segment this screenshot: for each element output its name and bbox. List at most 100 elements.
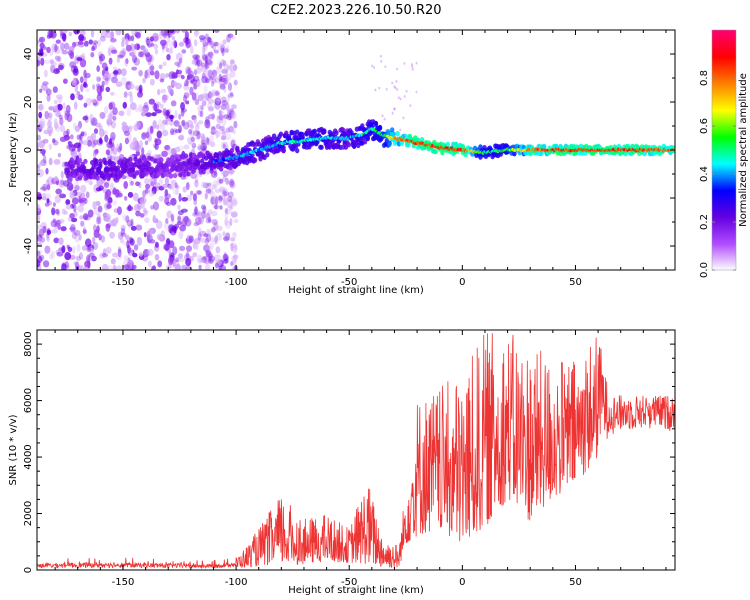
colorbar-step	[712, 175, 736, 177]
noise-speck	[51, 228, 58, 234]
noise-speck	[215, 130, 219, 139]
colorbar-step	[712, 45, 736, 47]
noise-speck	[211, 184, 217, 190]
noise-speck	[204, 169, 211, 175]
noise-speck	[169, 30, 175, 34]
noise-speck	[188, 235, 194, 243]
faint-speck	[415, 61, 418, 65]
noise-speck	[179, 245, 186, 252]
y-tick-label: 20	[23, 96, 34, 109]
colorbar-step	[712, 103, 736, 105]
noise-speck	[208, 242, 214, 250]
y-tick-label: 40	[23, 48, 34, 61]
colorbar-step	[712, 167, 736, 169]
noise-speck	[154, 143, 159, 150]
noise-speck	[154, 70, 160, 80]
colorbar-step	[712, 34, 736, 36]
noise-speck	[227, 195, 233, 203]
noise-speck	[207, 102, 213, 110]
ridge-cell	[271, 133, 277, 139]
noise-speck	[111, 120, 116, 129]
noise-speck	[207, 69, 213, 79]
noise-speck	[69, 134, 74, 140]
colorbar-step	[712, 238, 736, 240]
noise-speck	[232, 64, 238, 71]
colorbar-step	[712, 244, 736, 246]
noise-speck	[145, 112, 152, 117]
noise-speck	[188, 128, 193, 135]
noise-speck	[58, 218, 65, 224]
noise-speck	[213, 222, 219, 231]
noise-speck	[172, 70, 176, 77]
noise-speck	[69, 213, 75, 219]
noise-speck	[84, 238, 92, 248]
colorbar-step	[712, 125, 736, 127]
noise-speck	[201, 50, 206, 59]
noise-speck	[112, 70, 119, 75]
noise-speck	[177, 60, 182, 68]
noise-speck	[75, 255, 81, 262]
snr-marks	[37, 333, 675, 570]
noise-speck	[211, 126, 216, 131]
noise-speck	[199, 133, 206, 139]
noise-speck	[78, 234, 82, 241]
noise-speck	[95, 200, 101, 207]
noise-speck	[133, 57, 140, 66]
noise-speck	[201, 100, 207, 107]
noise-speck	[92, 43, 97, 50]
noise-speck	[65, 203, 73, 210]
noise-speck	[90, 30, 95, 38]
noise-speck	[204, 64, 209, 70]
noise-speck	[78, 252, 84, 260]
noise-speck	[172, 246, 178, 256]
colorbar-step	[712, 75, 736, 77]
noise-speck	[37, 118, 40, 124]
noise-speck	[192, 252, 198, 258]
noise-speck	[137, 91, 143, 98]
colorbar-step	[712, 204, 736, 206]
noise-speck	[80, 220, 85, 227]
noise-speck	[164, 244, 169, 252]
noise-speck	[194, 39, 198, 47]
colorbar-step	[712, 235, 736, 237]
noise-speck	[206, 233, 212, 243]
noise-speck	[170, 100, 177, 107]
noise-speck	[214, 188, 221, 193]
ridge-cell	[539, 150, 544, 157]
noise-speck	[230, 261, 234, 267]
noise-speck	[76, 91, 81, 96]
noise-speck	[166, 201, 172, 207]
noise-speck	[216, 100, 220, 105]
colorbar-step	[712, 31, 736, 33]
noise-speck	[225, 167, 230, 177]
noise-speck	[220, 47, 225, 54]
colorbar-step	[712, 93, 736, 95]
noise-speck	[107, 47, 112, 57]
colorbar-step	[712, 101, 736, 103]
noise-speck	[233, 120, 238, 129]
noise-speck	[205, 263, 210, 270]
noise-speck	[149, 178, 157, 187]
noise-speck	[202, 256, 207, 261]
noise-speck	[195, 54, 200, 60]
noise-speck	[168, 119, 174, 126]
noise-speck	[206, 52, 213, 61]
ridge-cell	[219, 166, 224, 172]
noise-speck	[103, 182, 110, 189]
noise-speck	[52, 202, 56, 207]
noise-speck	[71, 197, 79, 205]
noise-speck	[39, 118, 46, 127]
noise-speck	[219, 125, 225, 131]
noise-speck	[147, 238, 151, 244]
noise-speck	[152, 35, 159, 42]
colorbar-ticks: 0.0 0.2 0.4 0.6 0.8	[699, 70, 736, 278]
noise-speck	[43, 69, 48, 78]
noise-speck	[177, 215, 182, 222]
noise-speck	[193, 222, 200, 227]
noise-speck	[222, 253, 229, 262]
colorbar-step	[712, 126, 736, 128]
noise-speck	[120, 232, 127, 237]
colorbar-step	[712, 96, 736, 98]
faint-speck	[374, 88, 377, 92]
colorbar-step	[712, 107, 736, 109]
